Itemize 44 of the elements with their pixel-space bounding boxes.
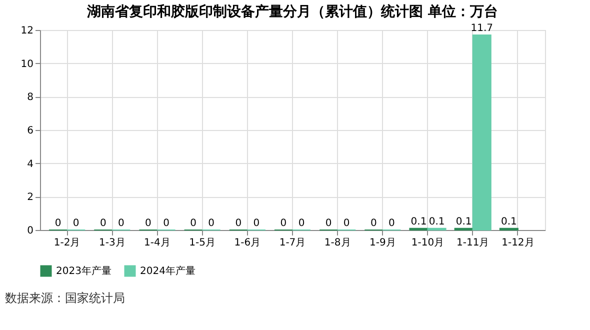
data-label: 0 <box>343 218 350 229</box>
x-tick-label: 1-11月 <box>456 238 490 248</box>
y-tick-label: 8 <box>27 92 34 104</box>
data-label: 0 <box>190 218 196 229</box>
data-label: 0 <box>325 218 332 229</box>
data-label: 0.1 <box>456 216 472 228</box>
chart-title: 湖南省复印和胶版印制设备产量分月（累计值）统计图 单位：万台 <box>86 3 498 20</box>
x-tick-label: 1-8月 <box>324 238 351 248</box>
data-label: 0 <box>54 218 62 229</box>
data-label: 0 <box>388 218 395 229</box>
x-tick-label: 1-6月 <box>234 238 261 248</box>
source-note: 数据来源：国家统计局 <box>5 291 125 305</box>
data-label: 0.1 <box>410 216 427 228</box>
data-label: 0 <box>145 218 152 229</box>
data-label: 0 <box>298 218 305 229</box>
x-tick-label: 1-5月 <box>189 238 216 248</box>
x-tick-label: 1-4月 <box>144 238 170 248</box>
y-tick-label: 12 <box>20 26 34 36</box>
data-label: 0.1 <box>428 216 445 228</box>
x-tick-label: 1-10月 <box>411 238 444 248</box>
data-label: 0 <box>118 218 124 229</box>
data-label: 0 <box>370 218 377 229</box>
legend-label: 2024年产量 <box>140 265 196 277</box>
y-tick-label: 6 <box>27 126 34 136</box>
data-label: 0 <box>280 218 287 229</box>
x-tick-label: 1-7月 <box>279 238 306 248</box>
x-tick-label: 1-3月 <box>98 238 126 248</box>
data-label: 0 <box>100 218 106 229</box>
x-tick-label: 1-2月 <box>54 238 80 248</box>
y-tick-label: 2 <box>27 192 34 204</box>
y-tick-label: 4 <box>27 158 34 170</box>
data-label: 0 <box>235 218 242 229</box>
legend-label: 2023年产量 <box>56 265 112 277</box>
data-label: 0 <box>208 218 215 229</box>
y-tick-label: 10 <box>20 58 34 70</box>
data-label: 0 <box>163 218 170 229</box>
data-label: 0 <box>72 218 80 229</box>
y-tick-label: 0 <box>27 226 34 236</box>
x-tick-label: 1-12月 <box>502 238 534 248</box>
data-label: 11.7 <box>470 23 494 34</box>
data-label: 0 <box>253 218 260 229</box>
data-label: 0.1 <box>500 216 517 228</box>
bar <box>472 34 492 230</box>
x-tick-label: 1-9月 <box>370 238 396 248</box>
